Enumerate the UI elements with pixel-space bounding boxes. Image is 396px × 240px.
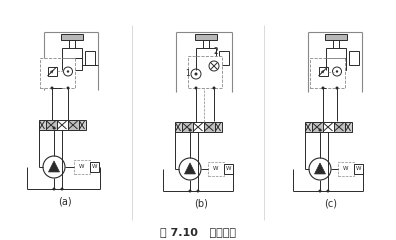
Circle shape xyxy=(333,67,341,76)
Text: (b): (b) xyxy=(194,198,208,208)
Circle shape xyxy=(194,72,198,76)
Circle shape xyxy=(318,190,322,192)
Polygon shape xyxy=(314,163,326,174)
Circle shape xyxy=(188,128,192,132)
Text: W: W xyxy=(226,167,231,172)
Bar xyxy=(354,164,363,174)
Bar xyxy=(85,51,95,65)
Bar xyxy=(305,122,312,132)
Text: 图 7.10   平衡回路: 图 7.10 平衡回路 xyxy=(160,227,236,237)
Bar xyxy=(318,67,327,76)
Circle shape xyxy=(213,86,215,90)
Bar xyxy=(46,120,57,130)
Bar xyxy=(67,120,78,130)
Bar xyxy=(310,58,345,88)
Polygon shape xyxy=(185,163,196,174)
Text: 1: 1 xyxy=(186,70,190,78)
Circle shape xyxy=(335,86,339,90)
Circle shape xyxy=(67,70,69,73)
Bar xyxy=(196,48,216,70)
Bar xyxy=(61,34,83,40)
Bar xyxy=(175,122,181,132)
Text: W: W xyxy=(213,167,219,172)
Polygon shape xyxy=(48,161,59,172)
Bar xyxy=(69,40,75,48)
Circle shape xyxy=(191,69,201,79)
Bar xyxy=(195,34,217,40)
Circle shape xyxy=(179,158,201,180)
Bar xyxy=(219,51,229,65)
Circle shape xyxy=(61,187,63,191)
Bar xyxy=(203,40,209,48)
Bar xyxy=(326,48,346,70)
Bar xyxy=(188,56,222,88)
Text: (a): (a) xyxy=(58,196,72,206)
Bar xyxy=(90,162,99,172)
Circle shape xyxy=(53,126,55,130)
Bar xyxy=(333,122,345,132)
Bar xyxy=(181,122,192,132)
Circle shape xyxy=(63,67,72,76)
Bar xyxy=(40,58,75,88)
Circle shape xyxy=(53,187,55,191)
Bar xyxy=(349,51,359,65)
Bar xyxy=(338,162,354,176)
Circle shape xyxy=(43,156,65,178)
Circle shape xyxy=(188,190,192,192)
Circle shape xyxy=(194,86,198,90)
Text: W: W xyxy=(343,167,349,172)
Bar xyxy=(78,120,86,130)
Bar xyxy=(57,120,67,130)
Bar xyxy=(48,67,57,76)
Circle shape xyxy=(309,158,331,180)
Bar xyxy=(62,48,82,70)
Text: W: W xyxy=(79,164,85,169)
Bar xyxy=(38,120,46,130)
Bar xyxy=(322,122,333,132)
Text: W: W xyxy=(356,167,361,172)
Circle shape xyxy=(326,190,329,192)
Circle shape xyxy=(196,190,200,192)
Bar xyxy=(208,162,224,176)
Text: 2: 2 xyxy=(213,47,218,55)
Bar xyxy=(204,122,215,132)
Bar xyxy=(224,164,233,174)
Text: W: W xyxy=(92,164,97,169)
Bar xyxy=(215,122,221,132)
Bar xyxy=(345,122,352,132)
Circle shape xyxy=(318,128,322,132)
Bar xyxy=(192,122,204,132)
Bar xyxy=(312,122,322,132)
Circle shape xyxy=(336,70,338,73)
Circle shape xyxy=(209,61,219,71)
Text: (c): (c) xyxy=(324,198,337,208)
Bar xyxy=(333,40,339,48)
Bar xyxy=(325,34,347,40)
Circle shape xyxy=(67,86,70,90)
Circle shape xyxy=(322,86,324,90)
Bar xyxy=(74,160,90,174)
Circle shape xyxy=(51,86,53,90)
